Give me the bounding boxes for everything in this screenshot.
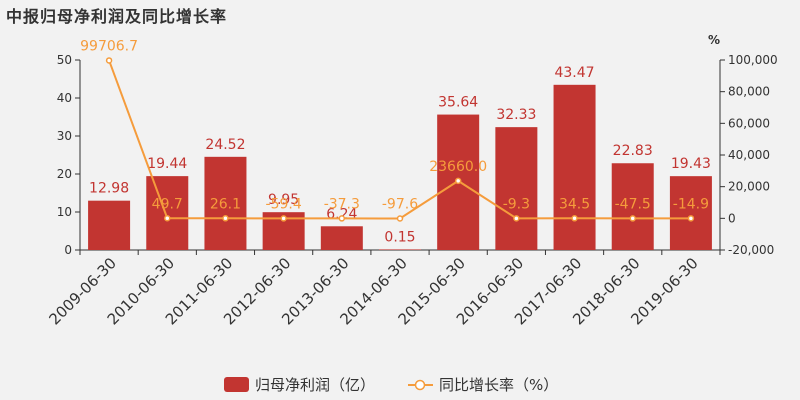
legend-line-label: 同比增长率（%） — [439, 376, 558, 394]
line-data-label: 49.7 — [152, 196, 183, 212]
line-data-label: -14.9 — [673, 196, 709, 212]
bar-data-label: 24.52 — [205, 137, 245, 153]
line-data-label: -47.5 — [615, 196, 651, 212]
y-right-tick-label: 60,000 — [728, 116, 770, 130]
bar-data-label: 0.15 — [384, 229, 415, 245]
line-data-label: 99706.7 — [80, 38, 138, 54]
line-point — [571, 215, 578, 222]
bar — [495, 127, 538, 250]
line-data-label: 26.1 — [210, 196, 241, 212]
line-point — [687, 215, 695, 222]
y-left-tick-label: 10 — [57, 205, 72, 219]
bar — [669, 176, 712, 250]
line-data-label: -59.4 — [266, 196, 302, 212]
y-right-tick-label: 100,000 — [728, 53, 778, 67]
bar — [320, 226, 363, 250]
line-point — [222, 215, 229, 222]
y-left-tick-label: 20 — [57, 167, 72, 181]
line-data-label: 34.5 — [559, 196, 590, 212]
bar-data-label: 35.64 — [438, 95, 478, 111]
y-right-tick-label: -20,000 — [728, 243, 774, 257]
chart-title: 中报归母净利润及同比增长率 — [6, 7, 228, 26]
bar — [146, 176, 189, 250]
legend-bar-label: 归母净利润（亿） — [255, 376, 375, 394]
legend-line-marker — [414, 379, 426, 391]
line-point — [454, 177, 462, 185]
y-right-tick-label: 40,000 — [728, 148, 770, 162]
line-point — [280, 215, 287, 222]
line-point — [338, 215, 346, 222]
line-point — [513, 215, 520, 222]
y-right-tick-label: 20,000 — [728, 180, 770, 194]
line-data-label: -9.3 — [503, 196, 530, 212]
legend-bar-swatch — [224, 377, 249, 392]
line-data-label: 23660.0 — [429, 159, 487, 175]
y-right-tick-label: 80,000 — [728, 85, 770, 99]
bar-data-label: 19.43 — [671, 156, 711, 172]
line-data-label: -37.3 — [324, 196, 360, 212]
y-left-tick-label: 30 — [57, 129, 72, 143]
line-point — [164, 215, 171, 222]
bar-data-label: 43.47 — [554, 65, 594, 81]
series-line — [108, 60, 691, 220]
line-point — [105, 57, 113, 64]
bar-data-label: 12.98 — [89, 181, 129, 197]
bar — [204, 156, 247, 250]
y-left-tick-label: 50 — [57, 53, 72, 67]
bar-data-label: 32.33 — [496, 107, 536, 123]
y-left-tick-label: 40 — [57, 91, 72, 105]
y-left-tick-label: 0 — [64, 243, 72, 257]
line-point — [629, 215, 636, 222]
bar — [88, 200, 131, 250]
bar-data-label: 19.44 — [147, 156, 187, 172]
bar-data-label: 22.83 — [613, 143, 653, 159]
bar — [611, 163, 654, 250]
y-right-unit-label: % — [708, 33, 720, 47]
bar — [379, 249, 421, 250]
line-data-label: -97.6 — [382, 196, 418, 212]
line-point — [396, 215, 404, 222]
y-right-tick-label: 0 — [728, 211, 736, 225]
bar — [553, 84, 596, 251]
bar-data-label: 9.95 — [268, 192, 299, 208]
